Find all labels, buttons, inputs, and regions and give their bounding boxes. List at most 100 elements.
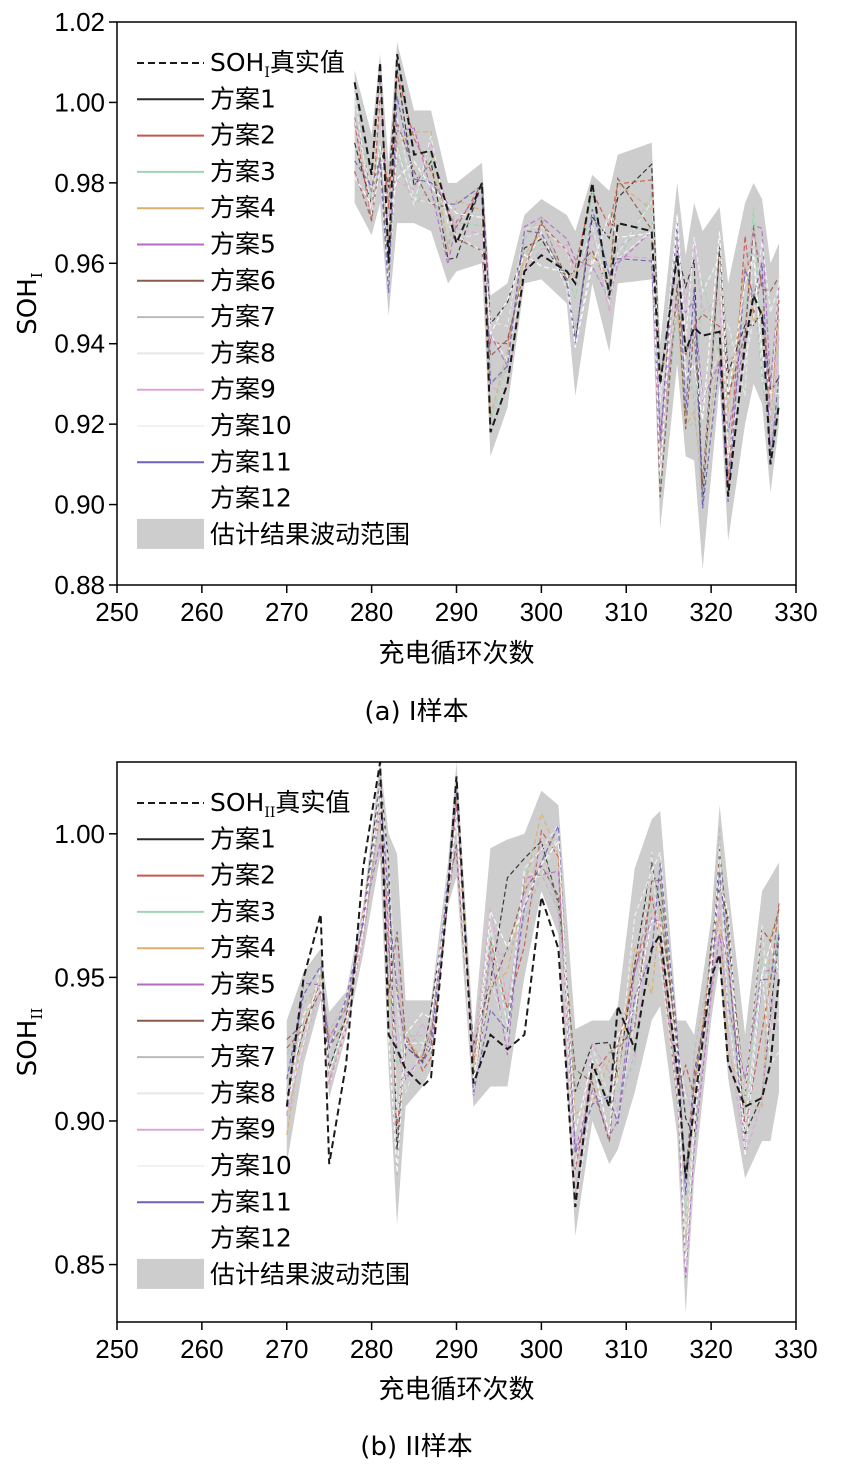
legend-true-sub: II	[264, 805, 275, 821]
y-tick-label: 0.95	[54, 962, 105, 992]
legend-scheme-9-label: 方案9	[210, 1115, 276, 1144]
scheme-10-line	[354, 92, 780, 459]
legend-scheme-5-label: 方案5	[210, 970, 276, 999]
y-axis-title: SOHII	[13, 1008, 46, 1076]
legend-band-label: 估计结果波动范围	[210, 520, 410, 549]
y-tick-label: 0.88	[54, 570, 105, 600]
legend-scheme-3-label: 方案3	[210, 157, 276, 186]
x-tick-label: 330	[774, 1334, 817, 1364]
x-tick-label: 280	[350, 1334, 393, 1364]
fluctuation-band	[354, 42, 780, 569]
y-tick-label: 0.85	[54, 1250, 105, 1280]
y-tick-label: 0.98	[54, 168, 105, 198]
legend-scheme-4-label: 方案4	[210, 933, 276, 962]
chart-panel-b: 250 260 270 280 290 300 310 320 330 0.85 0.90 0.95 1…	[13, 761, 818, 1462]
y-tick-label: 1.02	[54, 7, 105, 37]
legend-true-main: SOH	[210, 788, 264, 817]
x-tick-label: 310	[605, 597, 648, 627]
legend-scheme-12-label: 方案12	[210, 1224, 292, 1253]
legend-true-label: SOHII真实值	[210, 788, 350, 821]
scheme-11-line	[354, 96, 780, 509]
scheme-3-line	[354, 91, 780, 485]
legend-scheme-5-label: 方案5	[210, 230, 276, 259]
y-tick-label: 1.00	[54, 819, 105, 849]
y-axis-title: SOHI	[13, 272, 46, 335]
legend-scheme-2-label: 方案2	[210, 121, 276, 150]
x-tick-label: 250	[95, 1334, 138, 1364]
legend-true-sub: I	[264, 65, 270, 81]
legend-scheme-8-label: 方案8	[210, 1078, 276, 1107]
fluctuation-band	[286, 762, 780, 1314]
x-tick-label: 300	[520, 1334, 563, 1364]
y-tick-label: 0.90	[54, 490, 105, 520]
legend-scheme-6-label: 方案6	[210, 1006, 276, 1035]
y-tick-label: 1.00	[54, 87, 105, 117]
scheme-6-line	[354, 121, 780, 498]
true-value-line	[285, 762, 780, 1208]
true-value-line	[353, 54, 780, 497]
legend-scheme-4-label: 方案4	[210, 193, 276, 222]
x-tick-label: 270	[265, 1334, 308, 1364]
scheme-2-line	[286, 802, 780, 1170]
legend-band-swatch	[137, 518, 204, 549]
scheme-12-line	[286, 788, 780, 1267]
legend-scheme-3-label: 方案3	[210, 897, 276, 926]
legend-true-main: SOH	[210, 48, 264, 77]
legend-scheme-9-label: 方案9	[210, 375, 276, 404]
chart-panel-a: 250 260 270 280 290 300 310 320 330 0.88 0.90 0.92 0…	[13, 7, 818, 727]
x-tick-label: 320	[689, 597, 732, 627]
legend-band-label: 估计结果波动范围	[210, 1260, 410, 1289]
legend-scheme-12-label: 方案12	[210, 484, 292, 513]
panel-caption: (b) II样本	[360, 1432, 472, 1462]
legend-band-swatch	[137, 1258, 204, 1289]
x-tick-label: 300	[520, 597, 563, 627]
scheme-4-line	[354, 82, 780, 479]
legend-true-suffix: 真实值	[275, 788, 350, 817]
x-axis-title: 充电循环次数	[378, 639, 534, 669]
y-axis-title-main: SOH	[13, 278, 43, 335]
x-tick-label: 290	[435, 1334, 478, 1364]
legend-scheme-2-label: 方案2	[210, 861, 276, 890]
scheme-1-line	[286, 777, 780, 1150]
plot-area	[353, 42, 780, 569]
x-tick-label: 320	[689, 1334, 732, 1364]
x-tick-label: 250	[95, 597, 138, 627]
legend-true-label: SOHI真实值	[210, 48, 345, 81]
panel-caption: (a) I样本	[364, 697, 468, 727]
scheme-7-line	[354, 122, 780, 503]
y-tick-label: 0.90	[54, 1106, 105, 1136]
scheme-12-line	[354, 143, 780, 476]
x-tick-label: 270	[265, 597, 308, 627]
legend-scheme-6-label: 方案6	[210, 266, 276, 295]
legend-scheme-11-label: 方案11	[210, 1187, 292, 1216]
x-tick-label: 290	[435, 597, 478, 627]
y-axis-title-sub: I	[28, 272, 46, 278]
legend-scheme-8-label: 方案8	[210, 338, 276, 367]
x-tick-label: 260	[180, 597, 223, 627]
x-tick-label: 330	[774, 597, 817, 627]
plot-area	[285, 762, 780, 1314]
legend-true-suffix: 真实值	[270, 48, 345, 77]
x-tick-label: 280	[350, 597, 393, 627]
y-tick-label: 0.96	[54, 248, 105, 278]
legend-scheme-1-label: 方案1	[210, 84, 276, 113]
legend-scheme-11-label: 方案11	[210, 447, 292, 476]
x-tick-label: 310	[605, 1334, 648, 1364]
legend-scheme-1-label: 方案1	[210, 824, 276, 853]
legend-scheme-10-label: 方案10	[210, 1151, 292, 1180]
y-axis-title-sub: II	[28, 1008, 46, 1020]
scheme-5-line	[354, 77, 780, 433]
scheme-8-line	[354, 88, 780, 416]
y-axis-title-main: SOH	[13, 1020, 43, 1077]
x-axis-title: 充电循环次数	[378, 1375, 534, 1405]
legend-scheme-10-label: 方案10	[210, 411, 292, 440]
x-tick-label: 260	[180, 1334, 223, 1364]
y-tick-label: 0.94	[54, 329, 105, 359]
legend-scheme-7-label: 方案7	[210, 302, 276, 331]
y-tick-label: 0.92	[54, 409, 105, 439]
legend-scheme-7-label: 方案7	[210, 1042, 276, 1071]
